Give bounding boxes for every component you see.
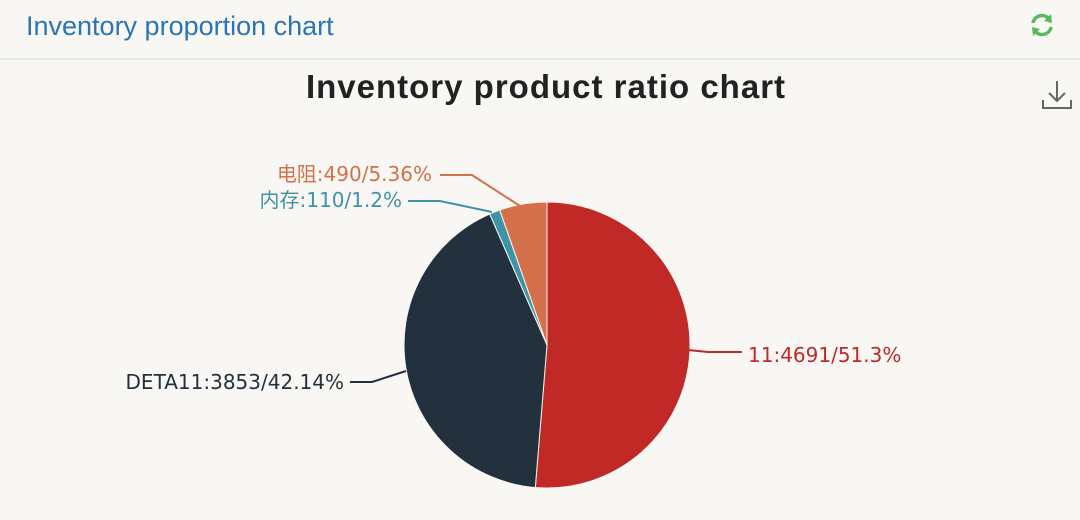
panel-header: Inventory proportion chart [0,0,1080,60]
chart-title: Inventory product ratio chart [305,68,787,105]
pie-slice-3[interactable] [499,201,548,346]
label-line-3 [440,174,521,207]
label-line-0 [687,349,742,353]
slice-label-2: 内存:110/1.2% [260,188,402,212]
panel-title: Inventory proportion chart [26,11,334,41]
slice-label-1: DETA11:3853/42.14% [126,370,344,394]
download-icon[interactable] [1040,78,1074,112]
slice-label-3: 电阻:490/5.36% [277,162,432,186]
label-line-2 [408,200,493,213]
slice-label-0: 11:4691/51.3% [748,343,901,367]
label-line-1 [350,370,407,383]
pie-slice-0[interactable] [534,201,691,489]
pie-slice-1[interactable] [403,213,548,489]
refresh-icon[interactable] [1027,10,1057,40]
